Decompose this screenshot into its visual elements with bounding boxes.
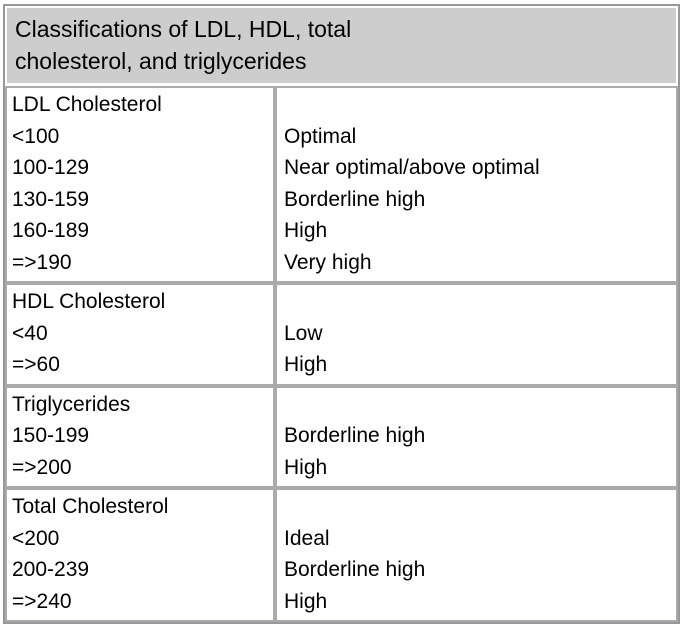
range-value: =>60 bbox=[12, 353, 60, 376]
table-title-line-2: cholesterol, and triglycerides bbox=[15, 48, 307, 74]
range-value: <200 bbox=[12, 526, 60, 550]
classification-value: Optimal bbox=[284, 124, 357, 148]
section-row-hdl: HDL Cholesterol <40 =>60 Low High bbox=[5, 283, 679, 386]
empty-line bbox=[284, 286, 674, 318]
classification-value: High bbox=[284, 455, 328, 479]
range-value: 150-199 bbox=[12, 424, 90, 447]
section-row-ldl: LDL Cholesterol <100 100-129 130-159 160… bbox=[5, 86, 679, 283]
section-name-total-cholesterol: Total Cholesterol bbox=[12, 495, 169, 518]
cholesterol-classification-table: Classifications of LDL, HDL, total chole… bbox=[3, 4, 681, 624]
empty-line bbox=[284, 389, 674, 421]
section-name-hdl: HDL Cholesterol bbox=[12, 290, 166, 313]
triglycerides-range-cell: Triglycerides 150-199 =>200 bbox=[5, 385, 275, 488]
classification-value: Borderline high bbox=[284, 558, 426, 581]
total-cholesterol-range-cell: Total Cholesterol <200 200-239 =>240 bbox=[5, 488, 275, 622]
classification-value: High bbox=[284, 589, 328, 613]
classification-value: Ideal bbox=[284, 526, 330, 550]
empty-line bbox=[284, 491, 674, 523]
range-value: =>240 bbox=[12, 589, 72, 613]
total-cholesterol-classification-cell: Ideal Borderline high High bbox=[275, 488, 679, 622]
classification-value: High bbox=[284, 353, 328, 376]
range-value: <40 bbox=[12, 321, 48, 345]
section-name-triglycerides: Triglycerides bbox=[12, 392, 131, 416]
classification-value: Low bbox=[284, 321, 323, 345]
range-value: 100-129 bbox=[12, 156, 90, 179]
hdl-range-cell: HDL Cholesterol <40 =>60 bbox=[5, 283, 275, 386]
range-value: 130-159 bbox=[12, 187, 90, 211]
empty-line bbox=[284, 89, 674, 121]
triglycerides-classification-cell: Borderline high High bbox=[275, 385, 679, 488]
range-value: =>200 bbox=[12, 455, 72, 479]
classification-value: Borderline high bbox=[284, 187, 426, 211]
range-value: <100 bbox=[12, 124, 60, 148]
hdl-classification-cell: Low High bbox=[275, 283, 679, 386]
classification-value: Near optimal/above optimal bbox=[284, 156, 540, 179]
table-title-line-1: Classifications of LDL, HDL, total bbox=[15, 16, 352, 42]
range-value: 200-239 bbox=[12, 558, 90, 581]
classification-value: Borderline high bbox=[284, 424, 426, 447]
range-value: 160-189 bbox=[12, 219, 90, 242]
range-value: =>190 bbox=[12, 250, 72, 274]
table-title-row: Classifications of LDL, HDL, total chole… bbox=[5, 6, 679, 86]
classification-value: Very high bbox=[284, 250, 372, 274]
table-title: Classifications of LDL, HDL, total chole… bbox=[5, 6, 679, 86]
ldl-classification-cell: Optimal Near optimal/above optimal Borde… bbox=[275, 86, 679, 283]
section-name-ldl: LDL Cholesterol bbox=[12, 93, 162, 116]
ldl-range-cell: LDL Cholesterol <100 100-129 130-159 160… bbox=[5, 86, 275, 283]
section-row-triglycerides: Triglycerides 150-199 =>200 Borderline h… bbox=[5, 385, 679, 488]
section-row-total-cholesterol: Total Cholesterol <200 200-239 =>240 Ide… bbox=[5, 488, 679, 622]
classification-value: High bbox=[284, 219, 328, 242]
